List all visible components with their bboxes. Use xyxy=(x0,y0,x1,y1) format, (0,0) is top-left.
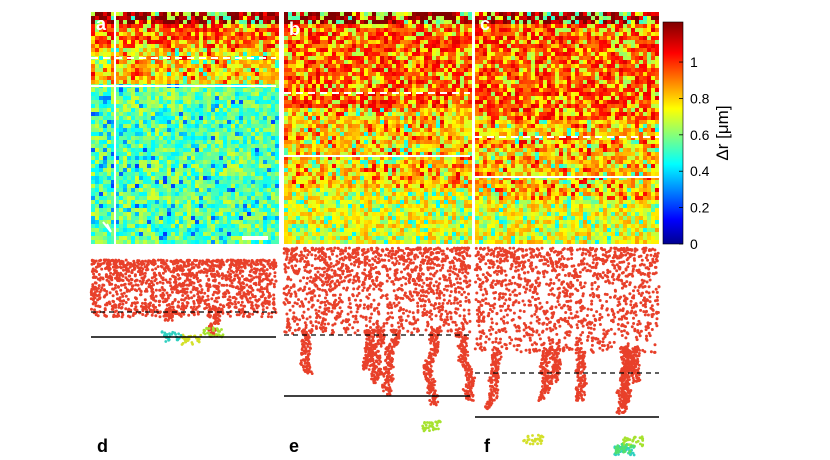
colorbar-tick-label: 0.4 xyxy=(690,163,710,179)
heatmap-cells xyxy=(475,12,659,244)
panel-c-heatmap xyxy=(475,12,659,244)
colorbar-label: Δr [μm] xyxy=(713,105,732,160)
panel-a-heatmap xyxy=(91,12,279,244)
colorbar: 0 0.2 0.4 0.6 0.8 1 Δr [μm] xyxy=(662,21,732,252)
colorbar-ticks: 0 0.2 0.4 0.6 0.8 1 xyxy=(679,54,710,252)
cluster-particles xyxy=(473,246,661,415)
isolated-cluster xyxy=(160,330,183,343)
colorbar-gradient xyxy=(662,21,684,245)
isolated-cluster xyxy=(202,326,225,339)
panel-f-clusters xyxy=(473,246,661,457)
panel-letter-d: d xyxy=(97,436,108,456)
isolated-cluster xyxy=(522,433,545,446)
panel-d-clusters xyxy=(89,258,278,346)
panel-letter-b: b xyxy=(289,19,300,39)
cluster-particles xyxy=(89,258,278,338)
panel-e-clusters xyxy=(282,246,477,433)
panel-letter-f: f xyxy=(484,436,491,456)
heatmap-cells xyxy=(284,12,472,244)
panel-letter-c: c xyxy=(480,14,490,34)
isolated-cluster xyxy=(622,435,645,448)
colorbar-tick-label: 0.2 xyxy=(690,200,710,216)
colorbar-tick-label: 0.8 xyxy=(690,90,710,106)
scale-bar xyxy=(242,236,268,240)
colorbar-tick-label: 1 xyxy=(690,54,698,70)
isolated-cluster xyxy=(614,442,636,455)
heatmap-cells xyxy=(91,12,279,244)
isolated-cluster xyxy=(180,333,203,346)
panel-letter-a: a xyxy=(96,14,107,34)
cluster-particles xyxy=(282,246,477,407)
isolated-cluster xyxy=(421,419,442,433)
panel-b-heatmap xyxy=(284,12,472,244)
colorbar-tick-label: 0 xyxy=(690,236,698,252)
colorbar-tick-label: 0.6 xyxy=(690,127,710,143)
panel-letter-e: e xyxy=(289,436,299,456)
direction-arrow-icon xyxy=(102,221,112,233)
